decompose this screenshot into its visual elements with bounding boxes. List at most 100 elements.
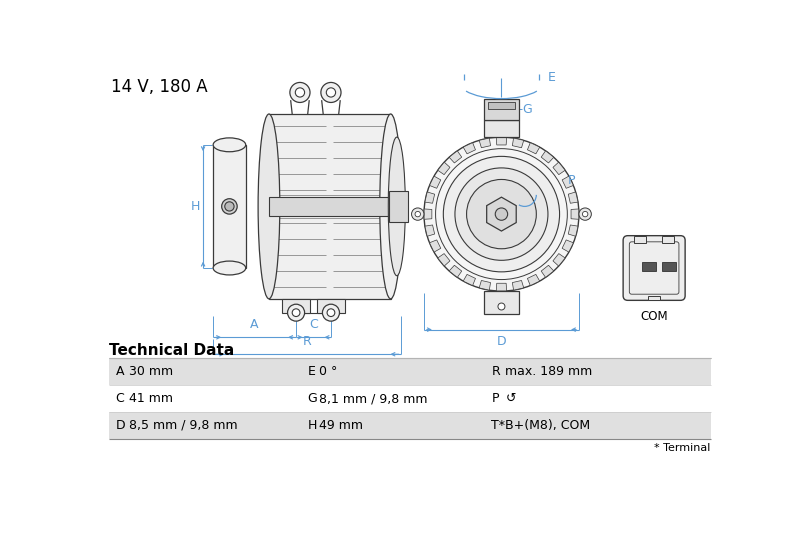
Text: 0 °: 0 ° <box>319 365 338 378</box>
Polygon shape <box>562 240 574 252</box>
Bar <box>485 291 518 314</box>
Bar <box>110 358 710 385</box>
Polygon shape <box>438 162 450 175</box>
Text: 49 mm: 49 mm <box>319 419 363 432</box>
Ellipse shape <box>495 208 508 220</box>
Text: G: G <box>522 103 532 116</box>
Polygon shape <box>449 265 462 277</box>
Polygon shape <box>541 265 554 277</box>
Text: ↺: ↺ <box>506 392 516 405</box>
Ellipse shape <box>222 199 237 214</box>
Bar <box>110 385 710 412</box>
Ellipse shape <box>225 202 234 211</box>
Bar <box>648 296 660 301</box>
Bar <box>213 145 246 268</box>
Bar <box>662 237 674 243</box>
Text: 30 mm: 30 mm <box>130 365 174 378</box>
Text: D: D <box>115 419 125 432</box>
Polygon shape <box>553 162 565 175</box>
Text: P: P <box>567 174 575 187</box>
Polygon shape <box>424 209 432 219</box>
Polygon shape <box>571 209 578 219</box>
Text: A: A <box>250 318 258 331</box>
Bar <box>269 114 390 299</box>
FancyBboxPatch shape <box>623 236 685 301</box>
Polygon shape <box>463 274 475 286</box>
Polygon shape <box>425 192 434 203</box>
Text: 8,5 mm / 9,8 mm: 8,5 mm / 9,8 mm <box>130 419 238 432</box>
Bar <box>487 102 515 109</box>
Text: 41 mm: 41 mm <box>130 392 174 405</box>
Text: B+(M8), COM: B+(M8), COM <box>506 419 590 432</box>
Text: E: E <box>308 365 315 378</box>
Ellipse shape <box>443 156 559 272</box>
Ellipse shape <box>388 137 406 276</box>
Ellipse shape <box>455 168 548 260</box>
Ellipse shape <box>290 83 310 102</box>
Polygon shape <box>527 143 540 154</box>
Ellipse shape <box>327 309 335 317</box>
Bar <box>662 262 676 271</box>
Polygon shape <box>438 254 450 266</box>
Polygon shape <box>463 143 475 154</box>
Text: R: R <box>302 335 311 348</box>
Text: R: R <box>491 365 500 378</box>
Polygon shape <box>527 274 540 286</box>
Bar <box>282 299 310 313</box>
Text: D: D <box>497 335 506 348</box>
Bar <box>269 197 390 216</box>
Bar <box>389 191 409 222</box>
Polygon shape <box>496 283 506 291</box>
Bar <box>485 99 518 120</box>
Ellipse shape <box>411 208 424 220</box>
Text: C: C <box>309 318 318 331</box>
Bar <box>634 237 646 243</box>
Text: * Terminal: * Terminal <box>654 443 710 453</box>
Text: P: P <box>491 392 499 405</box>
Text: C: C <box>115 392 124 405</box>
Text: COM: COM <box>640 310 668 322</box>
Bar <box>485 120 518 137</box>
Ellipse shape <box>213 261 246 275</box>
Text: T*: T* <box>491 419 506 432</box>
Polygon shape <box>425 225 434 236</box>
Ellipse shape <box>322 304 339 321</box>
Polygon shape <box>479 280 490 290</box>
Bar <box>642 262 656 271</box>
Bar <box>110 412 710 439</box>
Ellipse shape <box>498 303 505 310</box>
Ellipse shape <box>415 212 421 217</box>
Ellipse shape <box>258 114 280 299</box>
Ellipse shape <box>424 137 579 291</box>
Polygon shape <box>430 240 441 252</box>
Ellipse shape <box>213 138 246 152</box>
Text: 8,1 mm / 9,8 mm: 8,1 mm / 9,8 mm <box>319 392 428 405</box>
Text: A: A <box>115 365 124 378</box>
Ellipse shape <box>321 83 341 102</box>
Polygon shape <box>541 151 554 163</box>
Polygon shape <box>479 138 490 148</box>
Ellipse shape <box>466 180 536 249</box>
Polygon shape <box>512 280 524 290</box>
Bar <box>317 299 345 313</box>
Ellipse shape <box>292 309 300 317</box>
Polygon shape <box>430 176 441 188</box>
Polygon shape <box>486 197 516 231</box>
Ellipse shape <box>582 212 588 217</box>
Text: 14 V, 180 A: 14 V, 180 A <box>111 78 207 96</box>
Text: max. 189 mm: max. 189 mm <box>506 365 593 378</box>
Ellipse shape <box>326 88 336 97</box>
Text: Technical Data: Technical Data <box>110 343 234 358</box>
Polygon shape <box>568 225 578 236</box>
Text: E: E <box>548 71 556 84</box>
Ellipse shape <box>295 88 305 97</box>
Text: G: G <box>308 392 318 405</box>
Polygon shape <box>512 138 524 148</box>
Polygon shape <box>449 151 462 163</box>
Ellipse shape <box>579 208 591 220</box>
Polygon shape <box>562 176 574 188</box>
Polygon shape <box>553 254 565 266</box>
Text: H: H <box>308 419 317 432</box>
Polygon shape <box>496 138 506 145</box>
Polygon shape <box>568 192 578 203</box>
